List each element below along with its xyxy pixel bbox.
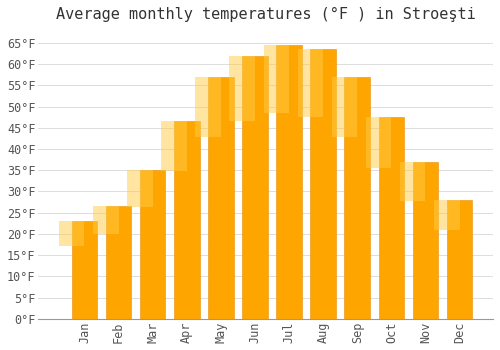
Bar [59, 221, 84, 246]
Bar [140, 170, 166, 319]
Title: Average monthly temperatures (°F ) in Stroeşti: Average monthly temperatures (°F ) in St… [56, 7, 476, 22]
Bar [106, 206, 132, 319]
Bar [72, 221, 98, 319]
Bar [196, 77, 221, 137]
Bar [174, 121, 200, 319]
Bar [208, 77, 234, 319]
Bar [298, 49, 323, 117]
Bar [332, 77, 357, 137]
Bar [161, 121, 187, 171]
Bar [127, 170, 152, 208]
Bar [378, 117, 404, 319]
Bar [366, 117, 392, 168]
Bar [310, 49, 336, 319]
Bar [242, 56, 268, 319]
Bar [412, 162, 438, 319]
Bar [447, 200, 472, 319]
Bar [276, 45, 302, 319]
Bar [264, 45, 289, 113]
Bar [230, 56, 255, 121]
Bar [400, 162, 425, 201]
Bar [93, 206, 118, 235]
Bar [434, 200, 460, 230]
Bar [344, 77, 370, 319]
